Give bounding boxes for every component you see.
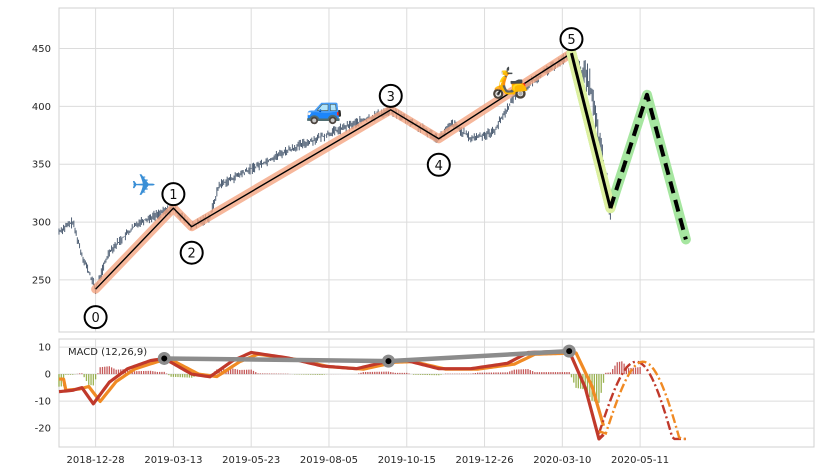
- x-tick-label: 2019-05-23: [222, 455, 280, 466]
- wave-label-circle: [378, 83, 403, 108]
- price-y-tick-label: 450: [32, 44, 51, 55]
- car-icon: 🚙: [306, 91, 343, 126]
- macd-y-tick-label: 0: [45, 370, 51, 381]
- wave-label-circle: [83, 305, 108, 330]
- airplane-icon: ✈: [131, 168, 156, 203]
- x-tick-label: 2019-03-13: [144, 455, 202, 466]
- wave-label-circle: [426, 152, 451, 177]
- macd-y-tick-label: -10: [35, 397, 51, 408]
- scooter-icon: 🛵: [491, 65, 528, 100]
- macd-y-tick-label: -20: [35, 424, 51, 435]
- signal-projection-line: [598, 360, 686, 441]
- macd-y-tick-label: 10: [38, 343, 51, 354]
- wave-label-circle: [161, 182, 186, 207]
- macd-panel-frame: [58, 338, 815, 448]
- wave-label-1: 1: [169, 188, 177, 203]
- divergence-point: [385, 358, 392, 365]
- price-y-tick-label: 300: [32, 218, 51, 229]
- macd-line: [58, 349, 605, 441]
- forecast-first-leg: [570, 52, 612, 209]
- price-y-tick-label: 400: [32, 102, 51, 113]
- wave-label-2: 2: [188, 247, 196, 262]
- wave-line: [95, 52, 572, 290]
- wave-label-0: 0: [91, 311, 99, 326]
- wave-label-circle: [559, 27, 584, 52]
- wave-label-circle: [179, 240, 204, 265]
- wave-label-5: 5: [567, 33, 575, 48]
- price-y-tick-label: 250: [32, 275, 51, 286]
- forecast-dashed-line: [608, 92, 688, 240]
- price-y-tick-label: 350: [32, 160, 51, 171]
- x-tick-label: 2020-03-10: [533, 455, 591, 466]
- divergence-point: [161, 355, 168, 362]
- x-tick-label: 2019-12-26: [455, 455, 513, 466]
- x-tick-label: 2019-10-15: [378, 455, 436, 466]
- macd-projection-line: [597, 360, 686, 441]
- wave-label-4: 4: [435, 159, 443, 174]
- x-tick-label: 2018-12-28: [67, 455, 125, 466]
- divergence-point: [566, 348, 573, 355]
- macd-title: MACD (12,26,9): [68, 347, 147, 358]
- x-tick-label: 2020-05-11: [611, 455, 669, 466]
- x-tick-label: 2019-08-05: [300, 455, 358, 466]
- wave-label-3: 3: [387, 90, 395, 105]
